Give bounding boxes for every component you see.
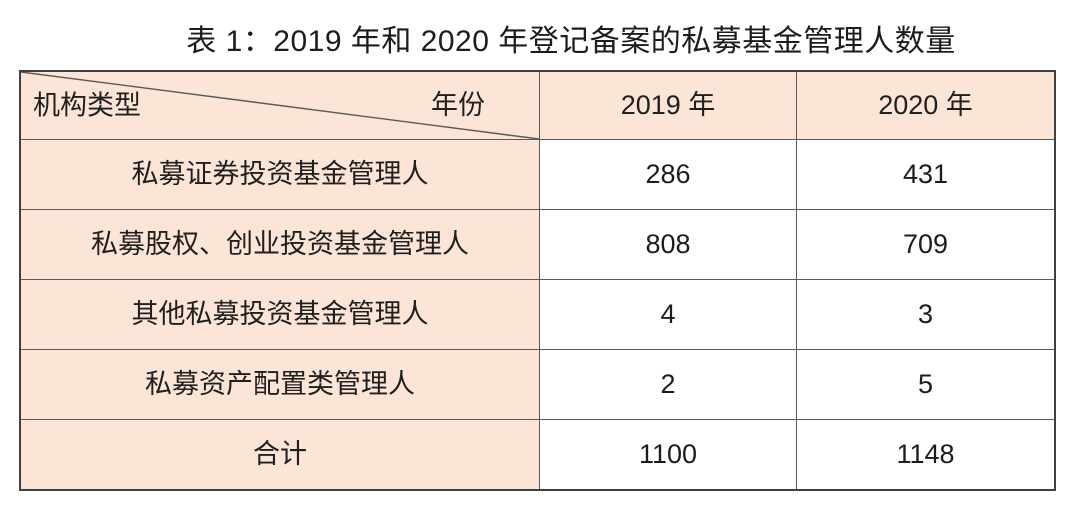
page-title: 表 1：2019 年和 2020 年登记备案的私募基金管理人数量 <box>186 25 956 58</box>
row-label: 私募资产配置类管理人 <box>21 350 540 420</box>
value-cell-2020: 5 <box>797 350 1054 420</box>
value-cell-2020: 3 <box>797 280 1054 350</box>
value-cell-2020: 709 <box>797 210 1054 280</box>
column-header-2019: 2019 年 <box>540 72 797 140</box>
axis-label-institution-type: 机构类型 <box>33 90 141 120</box>
row-label: 私募证券投资基金管理人 <box>21 140 540 210</box>
value-cell-2019-total: 1100 <box>540 420 797 489</box>
row-label: 其他私募投资基金管理人 <box>21 280 540 350</box>
value-cell-2020-total: 1148 <box>797 420 1054 489</box>
column-header-2020: 2020 年 <box>797 72 1054 140</box>
corner-cell: 机构类型 年份 <box>21 72 540 140</box>
value-cell-2019: 2 <box>540 350 797 420</box>
axis-label-year: 年份 <box>431 89 485 120</box>
value-cell-2020: 431 <box>797 140 1054 210</box>
diagonal-divider <box>21 72 539 139</box>
value-cell-2019: 286 <box>540 140 797 210</box>
row-label: 私募股权、创业投资基金管理人 <box>21 210 540 280</box>
value-cell-2019: 4 <box>540 280 797 350</box>
value-cell-2019: 808 <box>540 210 797 280</box>
fund-managers-table: 机构类型 年份 2019 年 2020 年 私募证券投资基金管理人 286 43… <box>19 70 1056 491</box>
row-label-total: 合计 <box>21 420 540 489</box>
